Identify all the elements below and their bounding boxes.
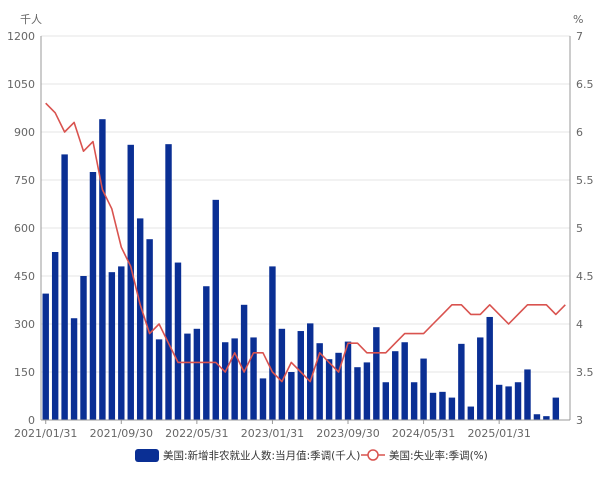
right-axis-unit: % <box>573 13 583 26</box>
bar <box>316 343 323 420</box>
bar <box>203 286 210 420</box>
bar <box>118 266 125 420</box>
left-axis-tick-label: 1050 <box>7 78 35 91</box>
bar <box>297 331 304 420</box>
bar-series-layer <box>42 119 560 421</box>
bar <box>288 372 295 420</box>
x-axis-tick-label: 2023/01/31 <box>241 427 304 440</box>
bar <box>354 367 361 420</box>
legend: 美国:新增非农就业人数:当月值:季调(千人) 美国:失业率:季调(%) <box>135 449 488 462</box>
bar <box>51 252 59 420</box>
bar <box>524 369 531 420</box>
bar <box>231 338 238 420</box>
bar <box>344 341 352 420</box>
bar <box>533 414 541 420</box>
bar <box>552 397 560 420</box>
left-axis-tick-label: 900 <box>14 126 35 139</box>
x-axis-tick-label: 2023/09/30 <box>316 427 379 440</box>
bar <box>127 144 134 421</box>
legend-line-label: 美国:失业率:季调(%) <box>389 449 488 462</box>
bar <box>146 239 153 420</box>
bar <box>61 154 68 420</box>
bar <box>486 316 493 420</box>
bar <box>410 382 418 420</box>
bar <box>221 342 229 420</box>
line-series-layer <box>45 102 566 383</box>
bar <box>136 218 144 420</box>
bar <box>89 172 97 420</box>
x-axis-tick-label: 2021/09/30 <box>90 427 153 440</box>
x-axis-tick-label: 2024/05/31 <box>392 427 455 440</box>
bar <box>193 328 201 420</box>
left-axis-tick-label: 600 <box>14 222 35 235</box>
right-axis-tick-label: 5 <box>576 222 583 235</box>
left-axis-tick-label: 1200 <box>7 30 35 43</box>
bar <box>250 337 257 420</box>
right-axis-tick-label: 3 <box>576 414 583 427</box>
left-axis-tick-label: 300 <box>14 318 35 331</box>
left-axis-tick-label: 0 <box>28 414 35 427</box>
bar <box>80 276 87 420</box>
bar <box>543 416 550 420</box>
bar <box>392 351 399 420</box>
right-axis-tick-label: 5.5 <box>576 174 594 187</box>
bar <box>439 391 446 420</box>
bar <box>382 382 390 420</box>
bar <box>429 392 437 420</box>
bar <box>212 199 219 420</box>
bar <box>363 362 371 420</box>
bar <box>514 382 522 420</box>
right-axis-tick-label: 6.5 <box>576 78 594 91</box>
bar <box>259 378 267 420</box>
bar <box>307 323 314 420</box>
right-axis-tick-label: 4 <box>576 318 583 331</box>
left-axis-tick-label: 450 <box>14 270 35 283</box>
unemployment-line <box>45 102 566 383</box>
bar <box>42 293 49 420</box>
bar <box>269 266 276 420</box>
bar <box>458 343 465 420</box>
bar <box>278 328 286 420</box>
bar <box>108 272 116 420</box>
bar <box>99 119 106 420</box>
bar <box>477 337 484 420</box>
left-axis-tick-label: 150 <box>14 366 35 379</box>
bar <box>165 144 172 420</box>
left-axis-tick-label: 750 <box>14 174 35 187</box>
bar <box>155 339 163 420</box>
bar <box>505 386 512 420</box>
legend-line-swatch <box>361 449 385 461</box>
bar <box>467 406 475 420</box>
legend-bar-label: 美国:新增非农就业人数:当月值:季调(千人) <box>163 449 360 462</box>
right-axis-tick-label: 7 <box>576 30 583 43</box>
right-axis-tick-label: 6 <box>576 126 583 139</box>
x-axis-tick-label: 2022/05/31 <box>165 427 228 440</box>
bar <box>373 327 380 420</box>
x-axis-tick-label: 2021/01/31 <box>14 427 77 440</box>
bar <box>448 397 456 420</box>
bar <box>495 384 503 420</box>
bar <box>335 352 342 420</box>
right-axis-tick-label: 4.5 <box>576 270 594 283</box>
left-axis-unit: 千人 <box>20 13 42 26</box>
legend-bar-swatch <box>135 449 159 462</box>
bar <box>174 262 182 420</box>
bar <box>420 358 427 420</box>
x-axis-tick-label: 2025/01/31 <box>467 427 530 440</box>
bar <box>401 342 408 420</box>
bar <box>184 333 191 420</box>
bar <box>70 318 78 420</box>
axes: 0 150 300 450 600 750 900 1050 1200 3 3.5 4 4.5 5 5.5 6… <box>7 30 594 440</box>
right-axis-tick-label: 3.5 <box>576 366 594 379</box>
bar <box>325 359 333 420</box>
bar <box>240 304 248 420</box>
